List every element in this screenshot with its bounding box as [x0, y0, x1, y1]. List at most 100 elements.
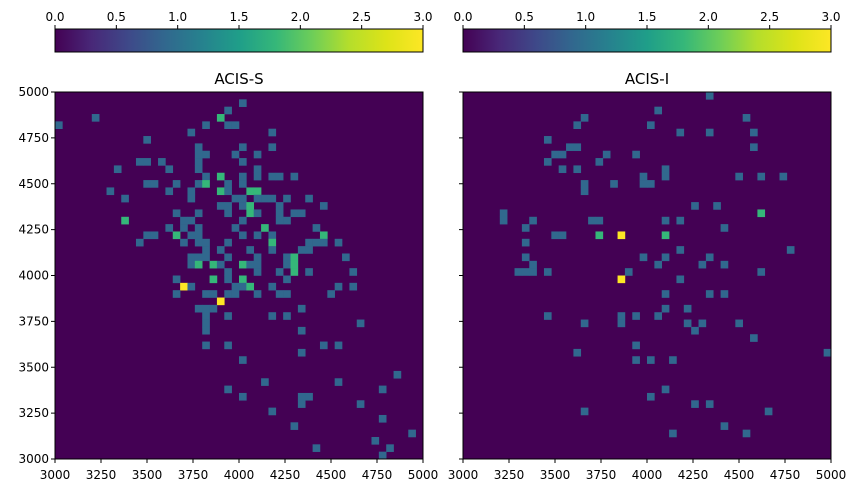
heatmap-cell	[253, 290, 262, 298]
heatmap-cell	[283, 253, 291, 262]
heatmap-cell	[180, 282, 188, 291]
heatmap-cell	[305, 194, 313, 203]
heatmap-cell	[305, 246, 313, 254]
heatmap-cell	[378, 414, 387, 423]
heatmap-cell	[275, 290, 284, 298]
heatmap-cell	[231, 121, 240, 129]
heatmap-cell	[202, 312, 210, 320]
heatmap-cell	[290, 209, 299, 218]
heatmap-cell	[720, 224, 729, 232]
heatmap-cell	[764, 407, 773, 416]
heatmap-cell	[558, 231, 567, 240]
heatmap-cell	[239, 392, 247, 401]
x-tick-label: 3250	[494, 468, 525, 482]
heatmap-cell	[297, 209, 306, 218]
heatmap-cell	[216, 187, 225, 196]
heatmap-cell	[239, 194, 247, 203]
heatmap-cell	[202, 121, 210, 129]
acis-i-panel: ACIS-I 3000 3250 3500 3750 4000 4250 4500 4750 5…	[448, 10, 847, 482]
x-tick-label: 3750	[586, 468, 617, 482]
heatmap-cell	[261, 224, 269, 232]
heatmap-cell	[676, 128, 685, 137]
heatmap-cell	[224, 253, 232, 262]
heatmap-cell	[187, 216, 196, 225]
heatmap-cell	[573, 121, 582, 129]
heatmap-cell	[297, 400, 306, 408]
x-tick-label: 5000	[408, 468, 439, 482]
x-tick-label: 4250	[270, 468, 301, 482]
heatmap-cell	[224, 268, 232, 276]
heatmap-cell	[194, 304, 203, 313]
x-tick-label: 3500	[132, 468, 163, 482]
heatmap-cell	[283, 290, 291, 298]
heatmap-cell	[224, 238, 232, 247]
heatmap-cell	[713, 202, 721, 210]
heatmap-cell	[632, 150, 640, 159]
heatmap-cell	[194, 143, 203, 152]
heatmap-cell	[202, 150, 210, 159]
heatmap-cell	[231, 224, 240, 232]
heatmap-cell	[209, 275, 218, 284]
heatmap-cell	[499, 209, 508, 218]
heatmap-cell	[113, 165, 122, 174]
heatmap-cell	[224, 187, 232, 196]
heatmap-cell	[275, 216, 284, 225]
heatmap-cell	[661, 253, 670, 262]
heatmap-cell	[647, 180, 655, 188]
heatmap-cell	[202, 319, 210, 328]
heatmap-cell	[283, 194, 291, 203]
heatmap-cell	[595, 231, 604, 240]
heatmap-cell	[661, 231, 670, 240]
heatmap-cell	[187, 260, 196, 269]
heatmap-cell	[283, 260, 291, 269]
heatmap-cell	[165, 224, 174, 232]
colorbar-tick-label: 2.0	[699, 10, 718, 24]
heatmap-cell	[735, 172, 743, 181]
heatmap-cell	[165, 187, 174, 196]
x-tick-label: 3000	[448, 468, 479, 482]
heatmap-cell	[669, 356, 677, 364]
heatmap-cell	[239, 260, 247, 269]
heatmap-cell	[334, 282, 343, 291]
heatmap-cell	[786, 246, 795, 254]
x-tick-label: 5000	[816, 468, 847, 482]
heatmap-cell	[239, 143, 247, 152]
heatmap-cell	[275, 209, 284, 218]
heatmap-cell	[647, 121, 655, 129]
x-tick-label: 3500	[540, 468, 571, 482]
heatmap-cell	[319, 202, 328, 210]
heatmap-cell	[573, 165, 582, 174]
heatmap-cell	[224, 209, 232, 218]
heatmap-cell	[224, 385, 232, 394]
x-tick-label: 4500	[724, 468, 755, 482]
heatmap-cell	[202, 341, 210, 350]
heatmap-cell	[246, 202, 255, 210]
heatmap-cell	[158, 158, 166, 166]
heatmap-cell	[231, 150, 240, 159]
heatmap-cell	[617, 231, 626, 240]
heatmap-cell	[216, 114, 225, 122]
heatmap-cell	[239, 231, 247, 240]
heatmap-cell	[580, 319, 589, 328]
colorbar-tick-label: 0.5	[515, 10, 534, 24]
heatmap-cell	[194, 209, 203, 218]
heatmap-cell	[378, 451, 387, 460]
heatmap-cell	[757, 172, 766, 181]
heatmap-cell	[150, 180, 159, 188]
heatmap-cell	[202, 172, 210, 181]
heatmap-cell	[297, 304, 306, 313]
heatmap-cell	[268, 407, 277, 416]
heatmap-cell	[172, 231, 181, 240]
heatmap-cell	[209, 304, 218, 313]
heatmap-cell	[268, 231, 277, 240]
colorbar-tick-label: 2.5	[352, 10, 371, 24]
colorbar-tick-label: 0.0	[45, 10, 64, 24]
heatmap-cell	[742, 429, 751, 438]
heatmap-cell	[334, 238, 343, 247]
heatmap-cell	[202, 326, 210, 335]
heatmap-cell	[521, 268, 530, 276]
heatmap-cell	[632, 356, 640, 364]
heatmap-cell	[334, 341, 343, 350]
heatmap-cell	[180, 224, 188, 232]
